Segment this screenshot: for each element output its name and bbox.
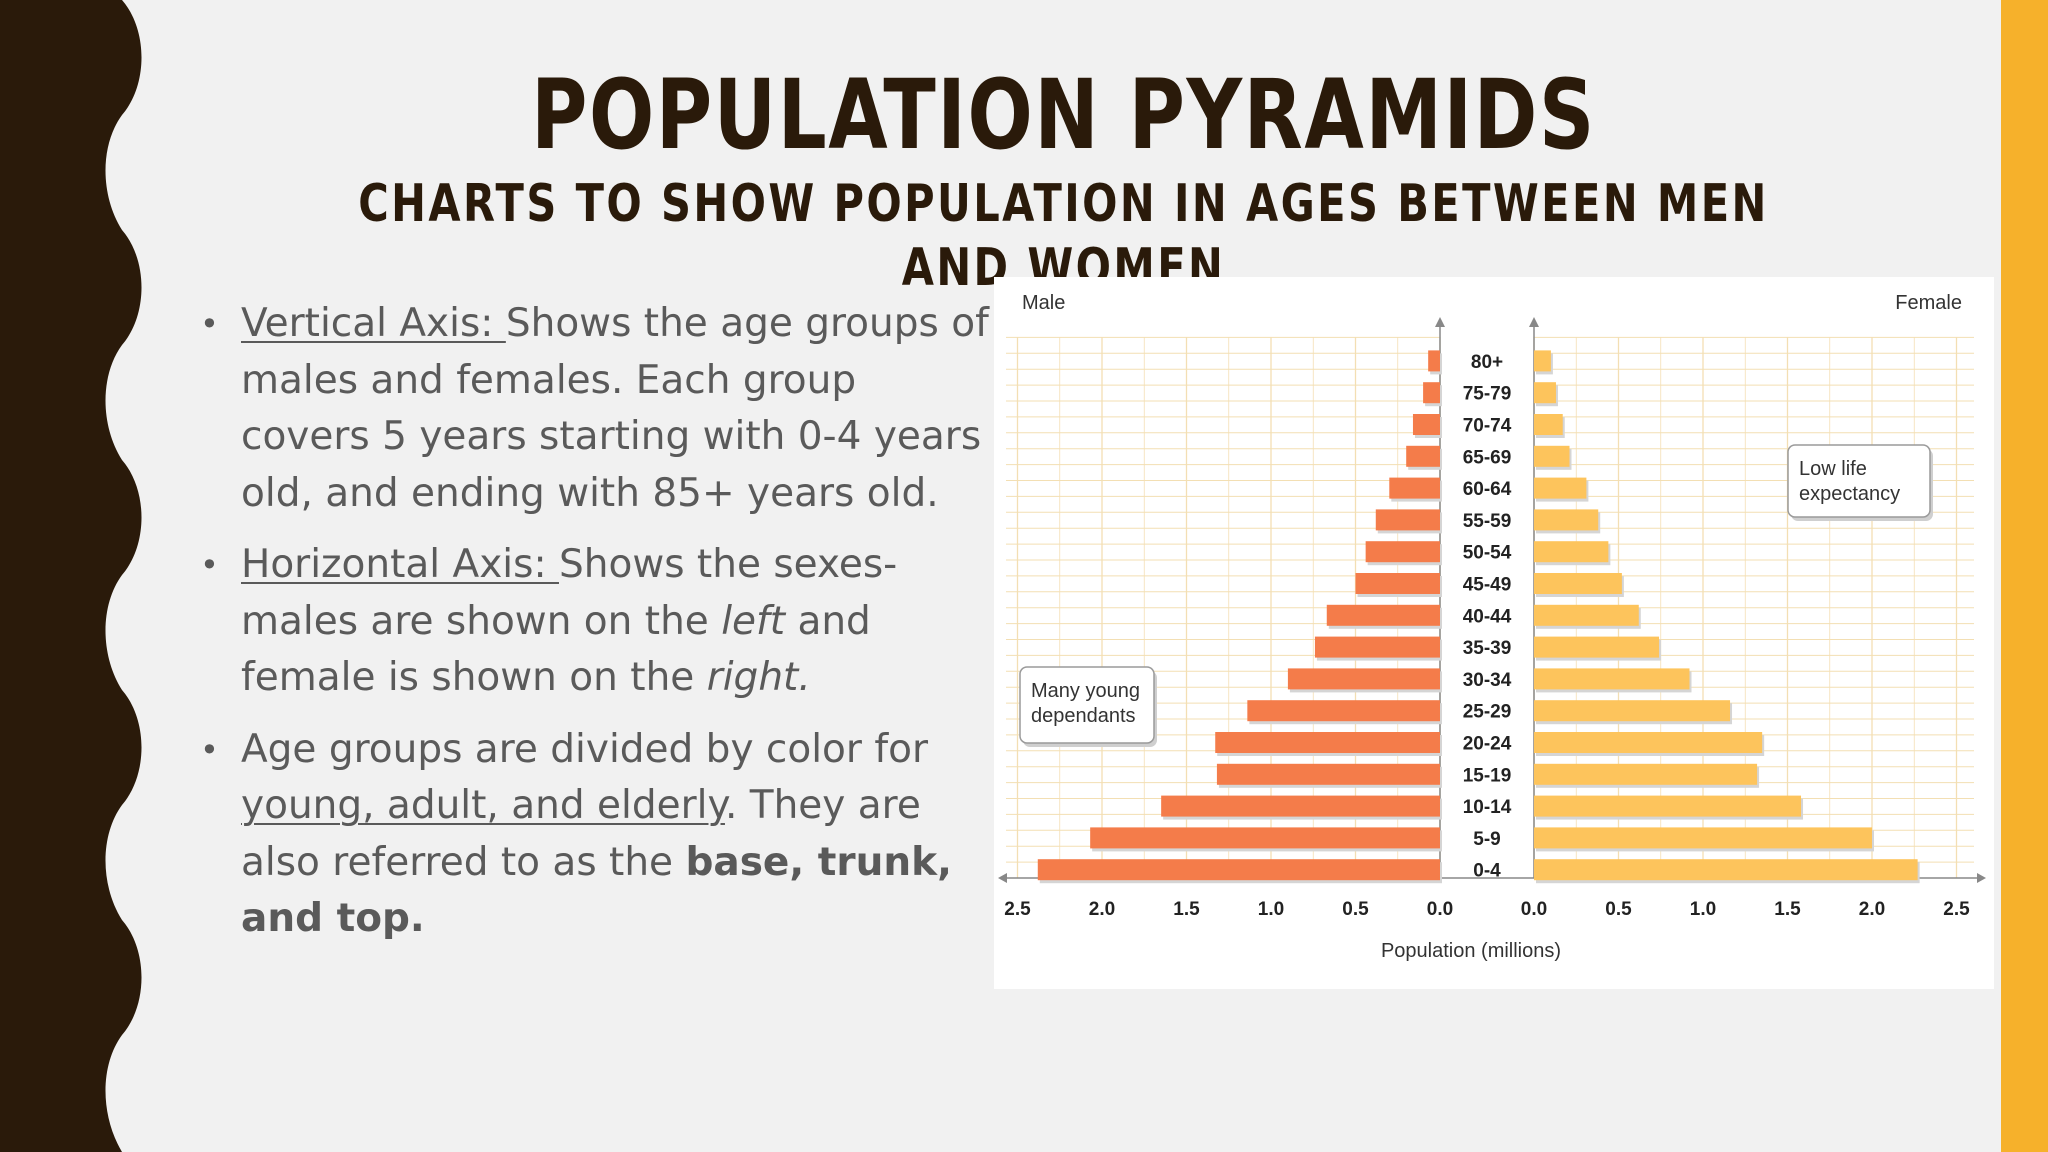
bar-female (1534, 827, 1872, 849)
right-accent-stripe (2001, 0, 2048, 1152)
bar-male (1375, 509, 1440, 531)
bar-female (1534, 636, 1660, 658)
x-tick-label: 2.0 (1089, 899, 1115, 920)
bullet-list: Vertical Axis: Shows the age groups of m… (200, 296, 990, 963)
bullet-text-normal: and female is shown on the (241, 598, 871, 701)
x-tick-label: 2.5 (1004, 899, 1031, 920)
age-group-label: 60-64 (1463, 479, 1512, 500)
age-group-label: 30-34 (1463, 670, 1512, 691)
y-axis-arrow-right (1529, 317, 1539, 327)
bar-female (1534, 795, 1802, 817)
bullet-text-underline: Horizontal Axis: (241, 542, 559, 587)
bar-male (1247, 700, 1440, 722)
bullet-text-normal: Shows the age groups of males and female… (241, 301, 989, 516)
age-group-label: 80+ (1471, 352, 1503, 373)
y-axis-arrow-left (1435, 317, 1445, 327)
x-tick-label: 1.5 (1173, 899, 1200, 920)
x-axis-arrow-right (1977, 873, 1986, 883)
x-tick-label: 0.5 (1605, 899, 1632, 920)
bullet-item: Age groups are divided by color for youn… (200, 722, 990, 948)
bar-female (1534, 573, 1622, 594)
bar-female (1534, 414, 1563, 435)
age-group-label: 50-54 (1463, 543, 1512, 564)
side-label-female: Female (1895, 292, 1962, 314)
bar-female (1534, 445, 1570, 467)
bar-male (1326, 604, 1440, 626)
x-tick-label: 0.0 (1521, 899, 1547, 920)
bar-male (1216, 763, 1440, 785)
annotation-box (1019, 666, 1155, 744)
x-tick-label: 2.5 (1943, 899, 1970, 920)
bullet-text-normal: . They are also referred to as the (241, 783, 921, 885)
age-group-label: 75-79 (1463, 384, 1512, 405)
bar-female (1534, 382, 1556, 404)
bar-female (1534, 763, 1758, 785)
bullet-text-normal: Age groups are divided by color for (241, 726, 928, 772)
x-tick-label: 1.5 (1774, 899, 1801, 920)
population-pyramid-chart: 80+ 75-79 70-74 65-69 60-64 55-59 50-54 45-49 40… (994, 277, 1994, 989)
bar-male (1406, 445, 1440, 467)
age-group-label: 45-49 (1463, 575, 1512, 596)
bar-female (1534, 509, 1599, 531)
bar-female (1534, 477, 1587, 499)
bullet-text-italic: left (721, 598, 786, 644)
bullet-text-italic: right. (706, 655, 811, 700)
bullet-text-underline: Vertical Axis: (241, 301, 506, 346)
bar-female (1534, 732, 1763, 753)
bar-female (1534, 700, 1731, 722)
bullet-item: Vertical Axis: Shows the age groups of m… (200, 296, 990, 522)
bullet-text-normal: Shows the sexes- males are shown on the (241, 542, 898, 644)
bar-female (1534, 350, 1551, 372)
bullet-text-underline: young, adult, and elderly (241, 783, 725, 828)
bar-male (1365, 541, 1440, 563)
bar-male (1314, 636, 1440, 658)
bullet-text-bold: base, trunk, and top. (241, 839, 952, 942)
chart-svg: 80+ 75-79 70-74 65-69 60-64 55-59 50-54 45-49 40… (998, 292, 1986, 962)
x-tick-label: 2.0 (1859, 899, 1885, 920)
side-label-male: Male (1022, 292, 1065, 314)
bar-male (1037, 859, 1440, 881)
age-group-label: 35-39 (1463, 638, 1512, 659)
x-tick-label: 1.0 (1690, 899, 1716, 920)
age-group-label: 70-74 (1463, 416, 1512, 437)
bar-female (1534, 541, 1609, 563)
bar-male (1412, 414, 1440, 435)
annotation-box (1787, 444, 1931, 518)
age-group-label: 65-69 (1463, 447, 1512, 468)
age-group-label: 5-9 (1473, 829, 1500, 850)
slide-title: POPULATION PYRAMIDS (531, 59, 1596, 171)
bar-male (1287, 668, 1440, 690)
annotation-text: expectancy (1799, 483, 1900, 505)
age-group-label: 55-59 (1463, 511, 1512, 532)
annotation-text: Many young (1031, 680, 1140, 702)
age-group-label: 15-19 (1463, 765, 1512, 786)
annotation-text: dependants (1031, 705, 1136, 727)
age-group-label: 0-4 (1473, 861, 1501, 882)
bar-female (1534, 859, 1918, 881)
bar-male (1423, 382, 1440, 404)
slide-subtitle: CHARTS TO SHOW POPULATION IN AGES BETWEE… (358, 174, 1769, 298)
bar-male (1161, 795, 1440, 817)
x-axis-arrow-left (998, 873, 1007, 883)
age-group-label: 10-14 (1463, 797, 1512, 818)
bar-male (1355, 573, 1440, 594)
x-tick-label: 0.0 (1427, 899, 1453, 920)
annotation-text: Low life (1799, 458, 1867, 480)
age-group-label: 20-24 (1463, 734, 1512, 755)
bar-male (1428, 350, 1440, 372)
age-group-label: 40-44 (1463, 606, 1512, 627)
age-group-label: 25-29 (1463, 702, 1512, 723)
wavy-border-shape (0, 0, 142, 1152)
x-axis-label: Population (millions) (1381, 940, 1561, 962)
bar-female (1534, 604, 1639, 626)
bar-female (1534, 668, 1690, 690)
wavy-left-border (0, 0, 142, 1152)
bullet-item: Horizontal Axis: Shows the sexes- males … (200, 537, 990, 707)
bar-male (1090, 827, 1440, 849)
bar-male (1389, 477, 1440, 499)
x-tick-label: 0.5 (1342, 899, 1369, 920)
bar-male (1215, 732, 1440, 753)
x-tick-label: 1.0 (1258, 899, 1284, 920)
